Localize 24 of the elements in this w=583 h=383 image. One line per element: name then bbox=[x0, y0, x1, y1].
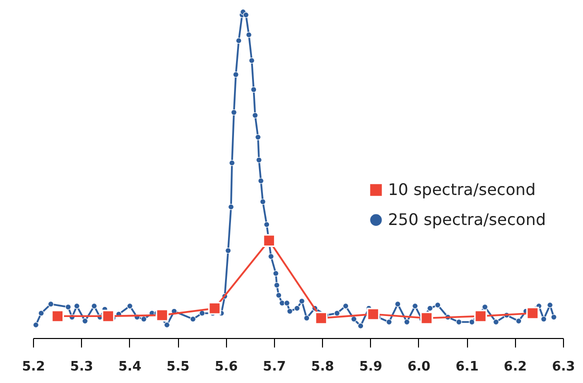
x-tick-label: 5.3 bbox=[70, 360, 94, 374]
x-tick-label: 5.4 bbox=[118, 360, 142, 374]
point bbox=[208, 302, 222, 315]
x-tick-label: 5.9 bbox=[359, 360, 382, 374]
point bbox=[102, 310, 115, 323]
x-tick-label: 6.0 bbox=[407, 360, 430, 374]
legend-label: 10 spectra/second bbox=[388, 180, 536, 199]
point bbox=[526, 306, 540, 320]
point bbox=[474, 310, 488, 323]
x-tick-label: 6.3 bbox=[552, 360, 576, 374]
point bbox=[366, 308, 380, 321]
x-tick-label: 5.2 bbox=[22, 360, 46, 374]
point bbox=[262, 234, 276, 247]
legend-label: 250 spectra/second bbox=[388, 210, 546, 229]
point bbox=[420, 312, 434, 325]
x-tick-label: 5.5 bbox=[166, 360, 190, 374]
point bbox=[314, 312, 328, 325]
x-tick-label: 6.1 bbox=[456, 360, 479, 374]
point bbox=[156, 308, 169, 322]
x-tick-label: 5.6 bbox=[214, 360, 238, 374]
x-tick-label: 5.8 bbox=[311, 360, 334, 374]
point bbox=[51, 310, 64, 323]
x-tick-label: 6.2 bbox=[504, 360, 527, 374]
x-tick-label: 5.7 bbox=[262, 360, 286, 374]
